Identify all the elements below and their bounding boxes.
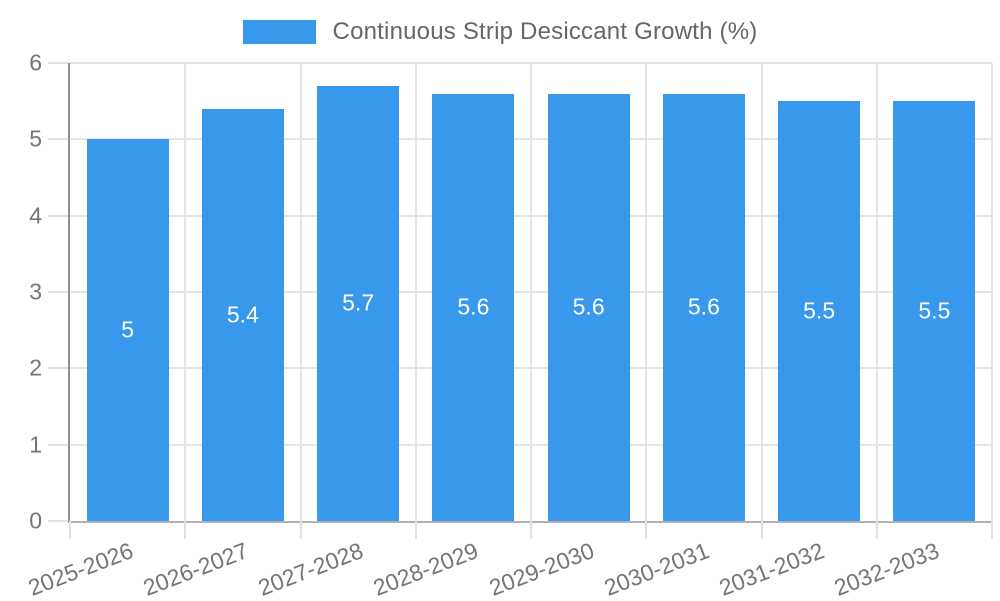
x-axis-tick [760,521,763,539]
x-axis-category-label: 2031-2032 [715,537,828,601]
x-axis-tick [530,521,532,539]
y-axis-tick [48,367,68,370]
bar-category-cell: 5.6 [531,63,646,521]
bar-value-label: 5.7 [342,289,375,316]
x-axis-tick [414,521,417,539]
x-axis-category-label: 2028-2029 [369,537,482,601]
x-axis-tick [875,521,878,539]
x-axis-category-label: 2025-2026 [24,537,137,601]
y-axis-tick [48,520,68,522]
x-axis-tick [991,521,993,539]
bar-value-label: 5.5 [803,297,836,324]
bar-value-label: 5.6 [457,293,490,320]
bar-2025-2026[interactable]: 5 [86,139,169,521]
bar-value-label: 5 [121,316,135,343]
x-axis-tick [645,521,648,539]
x-axis-category-label: 2030-2031 [600,537,713,601]
legend-item[interactable]: Continuous Strip Desiccant Growth (%) [0,18,1000,46]
bar-2028-2029[interactable]: 5.6 [432,93,515,521]
bar-2032-2033[interactable]: 5.5 [893,101,976,521]
legend-swatch [242,20,316,44]
x-axis-category-label: 2032-2033 [830,537,943,601]
bar-category-cell: 5.5 [877,63,992,521]
y-axis-tick-label: 4 [29,202,42,229]
plot-area: 0 1 2 3 4 5 6 5 2025-2026 5.4 2026-2027 5.7 2027-202… [24,51,993,601]
y-axis-tick-label: 3 [29,278,42,305]
bar-2029-2030[interactable]: 5.6 [547,93,630,521]
x-axis-category-label: 2027-2028 [254,537,367,601]
legend-label: Continuous Strip Desiccant Growth (%) [332,18,758,45]
bar-2027-2028[interactable]: 5.7 [317,85,400,521]
bar-value-label: 5.5 [918,297,951,324]
bar-value-label: 5.6 [687,293,720,320]
x-axis-category-label: 2029-2030 [485,537,598,601]
x-axis-tick [69,521,71,539]
y-axis-tick [48,62,68,64]
bar-category-cell: 5.7 [301,63,416,521]
y-axis-tick-label: 1 [29,431,42,458]
bar-2031-2032[interactable]: 5.5 [778,101,861,521]
bar-2030-2031[interactable]: 5.6 [662,93,745,521]
x-axis-tick [299,521,302,539]
bar-category-cell: 5.6 [646,63,761,521]
y-axis-tick-label: 5 [29,125,42,152]
bar-category-cell: 5.6 [416,63,531,521]
y-axis-tick-label: 0 [29,507,42,534]
bar-category-cell: 5.5 [762,63,877,521]
x-axis-tick [184,521,187,539]
bar-value-label: 5.6 [572,293,605,320]
y-axis-tick [48,443,68,446]
y-axis-tick [48,214,68,217]
y-axis-tick [48,138,68,141]
bar-2026-2027[interactable]: 5.4 [201,108,284,521]
x-axis-category-label: 2026-2027 [139,537,252,601]
bar-value-label: 5.4 [226,301,259,328]
y-axis-tick [48,291,68,293]
y-axis-tick-label: 2 [29,354,42,381]
bar-category-cell: 5.4 [185,63,300,521]
y-axis-tick-label: 6 [29,49,42,76]
bar-category-cell: 5 [70,63,185,521]
